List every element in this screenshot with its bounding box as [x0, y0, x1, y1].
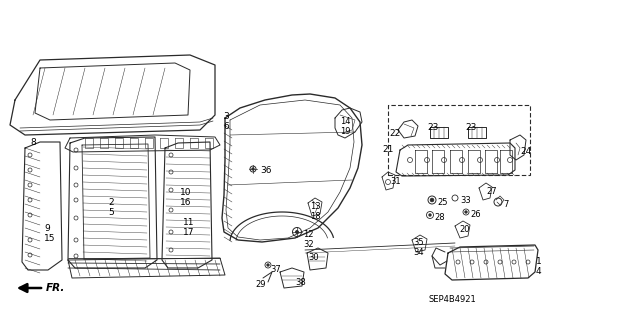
- Text: 1: 1: [536, 257, 541, 266]
- Text: 9: 9: [44, 224, 50, 233]
- Text: 30: 30: [308, 253, 319, 262]
- Circle shape: [296, 231, 298, 234]
- Text: 8: 8: [30, 138, 36, 147]
- Text: 11: 11: [183, 218, 195, 227]
- Text: 23: 23: [427, 123, 438, 132]
- Text: 18: 18: [310, 212, 321, 221]
- Text: 6: 6: [223, 122, 228, 131]
- Circle shape: [267, 264, 269, 266]
- Text: 13: 13: [310, 202, 321, 211]
- Text: 5: 5: [108, 208, 114, 217]
- Circle shape: [465, 211, 467, 213]
- Text: 38: 38: [295, 278, 306, 287]
- Text: 20: 20: [459, 225, 470, 234]
- Text: 26: 26: [470, 210, 481, 219]
- Text: 37: 37: [270, 265, 281, 274]
- Text: 2: 2: [108, 198, 114, 207]
- Circle shape: [429, 214, 431, 216]
- Text: 27: 27: [486, 187, 497, 196]
- Text: 36: 36: [260, 166, 271, 175]
- Text: FR.: FR.: [46, 283, 65, 293]
- Text: 23: 23: [465, 123, 476, 132]
- Text: 7: 7: [503, 200, 508, 209]
- Circle shape: [252, 168, 254, 170]
- Text: 31: 31: [390, 177, 401, 186]
- Text: 4: 4: [536, 267, 541, 276]
- Circle shape: [430, 198, 434, 202]
- Text: 35: 35: [413, 238, 424, 247]
- Text: 17: 17: [183, 228, 195, 237]
- Text: 14: 14: [340, 117, 351, 126]
- Text: 32: 32: [303, 240, 314, 249]
- Text: 34: 34: [413, 248, 424, 257]
- Text: 16: 16: [180, 198, 191, 207]
- Text: 15: 15: [44, 234, 56, 243]
- Text: 29: 29: [255, 280, 266, 289]
- Text: 21: 21: [382, 145, 394, 154]
- Text: 22: 22: [389, 129, 400, 138]
- Text: 19: 19: [340, 127, 351, 136]
- Text: SEP4B4921: SEP4B4921: [428, 295, 476, 304]
- Text: 10: 10: [180, 188, 191, 197]
- Text: 3: 3: [223, 112, 228, 121]
- Bar: [388, 105, 530, 175]
- Text: 25: 25: [437, 198, 447, 207]
- Text: 28: 28: [434, 213, 445, 222]
- Text: 24: 24: [520, 147, 531, 156]
- Text: 12: 12: [303, 230, 314, 239]
- Text: 33: 33: [460, 196, 471, 205]
